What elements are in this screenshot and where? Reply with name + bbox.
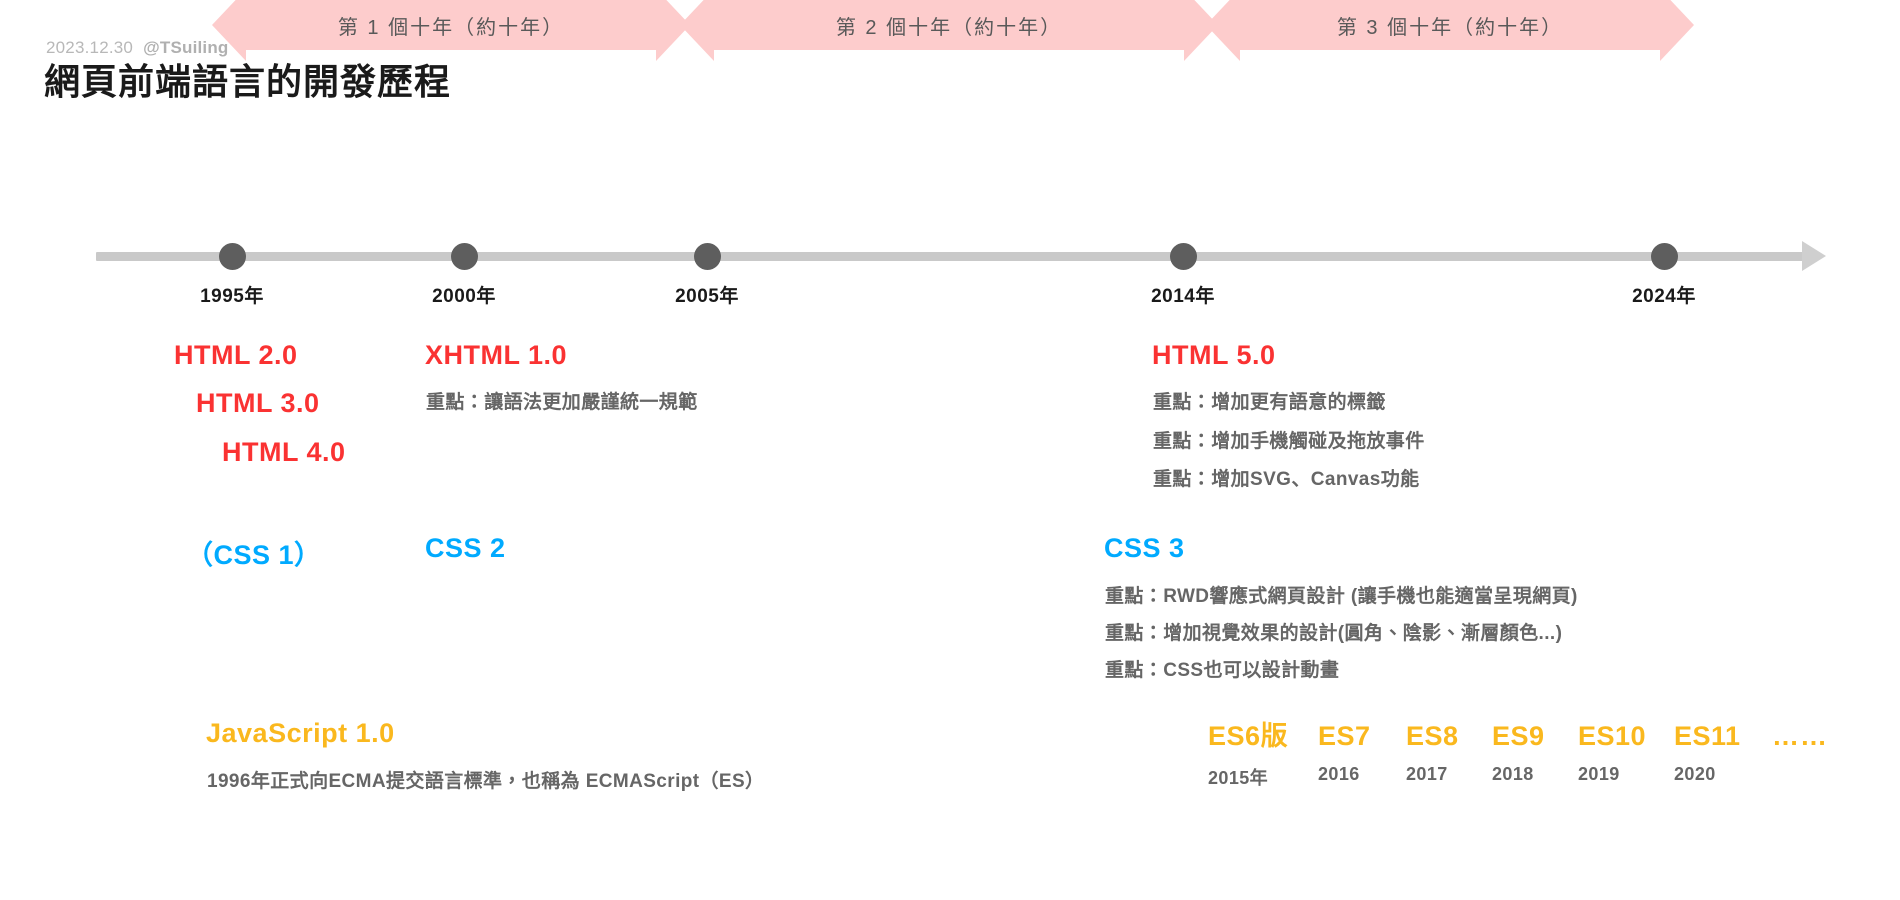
css-3-note-3: 重點：CSS也可以設計動畫 xyxy=(1105,660,1340,681)
es-version-more: …… xyxy=(1772,718,1828,754)
arrow-right-icon xyxy=(1660,0,1694,61)
es-version-year: 2018 xyxy=(1492,764,1534,784)
decade-band-1: 第 1 個十年（約十年） xyxy=(212,0,690,61)
es-version-es9: ES9 2018 xyxy=(1492,718,1578,785)
es-version-name: ES10 xyxy=(1578,721,1647,751)
timeline-label-2014: 2014年 xyxy=(1151,286,1215,307)
timeline-arrow-icon xyxy=(1802,241,1826,271)
html-4-0-title: HTML 4.0 xyxy=(222,437,346,467)
timeline-dot-2014 xyxy=(1170,243,1197,270)
html-5-0-title: HTML 5.0 xyxy=(1152,340,1276,370)
arrow-left-icon xyxy=(212,0,246,61)
css-1-title: （CSS 1） xyxy=(186,540,322,570)
decade-band-2: 第 2 個十年（約十年） xyxy=(680,0,1218,61)
timeline-axis xyxy=(96,252,1806,261)
es-version-year: 2020 xyxy=(1674,764,1716,784)
es-version-es8: ES8 2017 xyxy=(1406,718,1492,785)
author-handle: @TSuiling xyxy=(143,38,229,57)
es-version-es6: ES6版 2015年 xyxy=(1208,718,1318,790)
decade-band-3: 第 3 個十年（約十年） xyxy=(1206,0,1694,61)
es-version-name: ES8 xyxy=(1406,721,1459,751)
css-3-note-1: 重點：RWD響應式網頁設計 (讓手機也能適當呈現網頁) xyxy=(1105,586,1578,607)
es-version-year: 2017 xyxy=(1406,764,1448,784)
timeline-dot-2024 xyxy=(1651,243,1678,270)
es-version-es7: ES7 2016 xyxy=(1318,718,1406,785)
timeline-label-2000: 2000年 xyxy=(432,286,496,307)
decade-band-2-label: 第 2 個十年（約十年） xyxy=(835,16,1063,39)
es-version-year: 2019 xyxy=(1578,764,1620,784)
timeline-dot-2000 xyxy=(451,243,478,270)
timeline-dot-2005 xyxy=(694,243,721,270)
timeline-dot-1995 xyxy=(219,243,246,270)
timeline-label-1995: 1995年 xyxy=(200,286,264,307)
es-version-es10: ES10 2019 xyxy=(1578,718,1674,785)
timeline-label-2005: 2005年 xyxy=(675,286,739,307)
timeline-label-2024: 2024年 xyxy=(1632,286,1696,307)
es-version-name: ES7 xyxy=(1318,721,1371,751)
es-version-name: ES9 xyxy=(1492,721,1545,751)
byline: 2023.12.30 @TSuiling xyxy=(46,38,229,58)
es-more-ellipsis: …… xyxy=(1772,721,1828,751)
arrow-left-icon xyxy=(680,0,714,61)
decade-band-1-label: 第 1 個十年（約十年） xyxy=(337,16,565,39)
html-3-0-title: HTML 3.0 xyxy=(196,388,320,418)
html-5-0-note-2: 重點：增加手機觸碰及拖放事件 xyxy=(1153,431,1425,452)
javascript-1-0-note: 1996年正式向ECMA提交語言標準，也稱為 ECMAScript（ES） xyxy=(207,771,765,792)
arrow-left-icon xyxy=(1206,0,1240,61)
javascript-1-0-title: JavaScript 1.0 xyxy=(206,718,395,748)
html-2-0-title: HTML 2.0 xyxy=(174,340,298,370)
css-2-title: CSS 2 xyxy=(425,533,506,563)
xhtml-1-0-note: 重點：讓語法更加嚴謹統一規範 xyxy=(426,392,698,413)
html-5-0-note-1: 重點：增加更有語意的標籤 xyxy=(1153,392,1386,413)
css-3-title: CSS 3 xyxy=(1104,533,1185,563)
css-3-note-2: 重點：增加視覺效果的設計(圓角、陰影、漸層顏色...) xyxy=(1105,623,1563,644)
es-version-name: ES6版 xyxy=(1208,721,1289,751)
decade-band-3-label: 第 3 個十年（約十年） xyxy=(1336,16,1564,39)
html-5-0-note-3: 重點：增加SVG、Canvas功能 xyxy=(1153,469,1420,490)
page-title: 網頁前端語言的開發歷程 xyxy=(44,61,452,102)
es-version-name: ES11 xyxy=(1674,721,1741,751)
es-version-row: ES6版 2015年 ES7 2016 ES8 2017 ES9 2018 ES… xyxy=(1208,718,1828,790)
es-version-year: 2016 xyxy=(1318,764,1360,784)
es-version-year: 2015年 xyxy=(1208,768,1269,788)
es-version-es11: ES11 2020 xyxy=(1674,718,1772,785)
xhtml-1-0-title: XHTML 1.0 xyxy=(425,340,568,370)
publish-date: 2023.12.30 xyxy=(46,38,134,57)
